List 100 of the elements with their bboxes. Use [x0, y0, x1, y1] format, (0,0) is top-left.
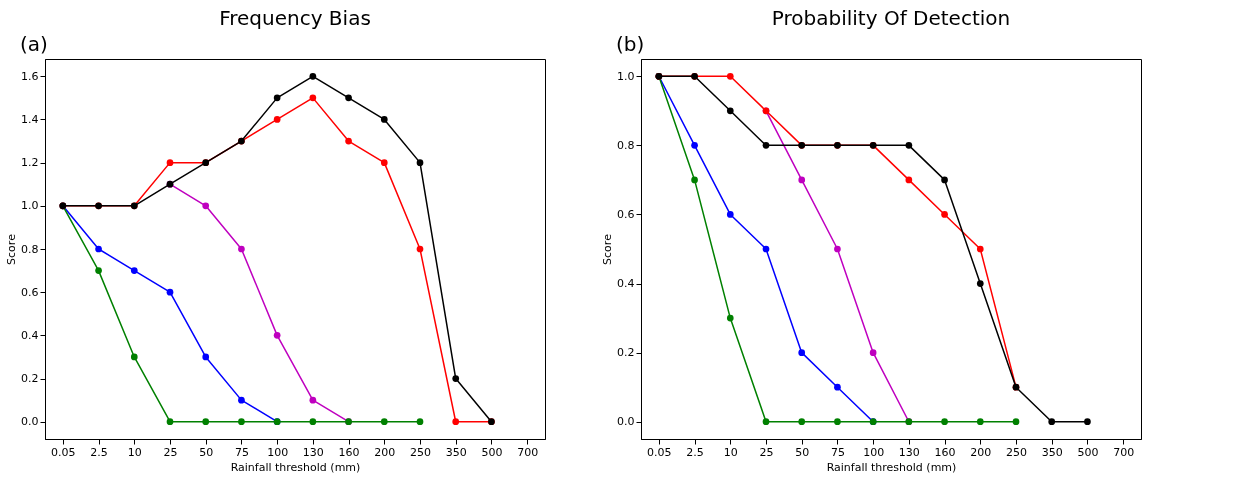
- x-tick-label: 100: [267, 445, 289, 459]
- y-tick-label: 0.6: [617, 207, 635, 221]
- y-tick-label: 1.0: [617, 69, 635, 83]
- point: [202, 418, 210, 426]
- point: [166, 418, 174, 426]
- point: [905, 176, 913, 184]
- point: [941, 176, 948, 184]
- x-tick-label: 75: [830, 445, 845, 459]
- point: [762, 418, 770, 426]
- x-tick-label: 10: [723, 445, 738, 459]
- x-tick-label: 160: [934, 445, 956, 459]
- x-tick-label: 0.05: [647, 445, 672, 459]
- y-tick-label: 1.2: [21, 156, 39, 170]
- point: [238, 396, 245, 404]
- point: [834, 383, 841, 391]
- point: [691, 176, 698, 184]
- point: [309, 418, 317, 426]
- point: [869, 349, 877, 356]
- x-tick-label: 700: [517, 445, 539, 459]
- y-tick-label: 0.4: [21, 328, 39, 342]
- point: [726, 72, 734, 80]
- point: [345, 137, 352, 145]
- x-axis-title: Rainfall threshold (mm): [230, 460, 361, 474]
- x-tick-label: 130: [302, 445, 324, 459]
- point: [452, 418, 460, 426]
- x-tick-label: 50: [199, 445, 214, 459]
- y-tick-label: 1.6: [21, 69, 39, 83]
- point: [1012, 418, 1020, 426]
- y-tick-label: 1.0: [21, 199, 39, 213]
- y-tick-label: 0.4: [617, 277, 635, 291]
- point: [166, 159, 174, 166]
- point: [202, 353, 210, 361]
- x-tick-label: 350: [1041, 445, 1063, 459]
- point: [238, 418, 245, 426]
- point: [726, 107, 734, 115]
- x-tick-label: 25: [759, 445, 774, 459]
- x-tick-label: 250: [1006, 445, 1027, 459]
- x-tick-label: 250: [410, 445, 431, 459]
- point: [691, 142, 698, 149]
- point: [130, 353, 138, 361]
- point: [416, 159, 424, 166]
- text: (a): [20, 32, 48, 56]
- point: [309, 72, 317, 80]
- point: [309, 94, 317, 102]
- point: [452, 375, 460, 382]
- x-tick-label: 130: [898, 445, 920, 459]
- y-axis-title: Score: [5, 233, 19, 265]
- y-tick-label: 0.6: [21, 285, 39, 299]
- point: [345, 94, 352, 102]
- point: [762, 245, 770, 253]
- y-tick-label: 0.2: [21, 372, 39, 386]
- x-tick-label: 350: [445, 445, 467, 459]
- point: [1048, 418, 1056, 426]
- point: [1084, 418, 1091, 426]
- x-tick-label: 0.05: [51, 445, 76, 459]
- chart-title: Probability Of Detection: [771, 6, 1011, 30]
- x-axis-title: Rainfall threshold (mm): [826, 460, 957, 474]
- point: [416, 245, 424, 253]
- point: [834, 245, 841, 253]
- point: [941, 211, 948, 218]
- x-tick-label: 500: [1077, 445, 1099, 459]
- point: [905, 142, 913, 149]
- x-tick-label: 75: [234, 445, 249, 459]
- point: [416, 418, 424, 426]
- x-tick-label: 200: [374, 445, 396, 459]
- point: [798, 418, 806, 426]
- x-tick-label: 200: [970, 445, 992, 459]
- point: [834, 418, 841, 426]
- x-tick-label: 10: [127, 445, 142, 459]
- point: [976, 245, 984, 253]
- point: [380, 418, 388, 426]
- point: [798, 349, 806, 356]
- point: [95, 245, 102, 253]
- chart-title: Frequency Bias: [219, 6, 371, 30]
- x-tick-label: 50: [795, 445, 810, 459]
- point: [130, 267, 138, 274]
- point: [273, 94, 281, 102]
- point: [798, 176, 806, 184]
- x-tick-label: 25: [163, 445, 178, 459]
- point: [976, 280, 984, 287]
- point: [166, 288, 174, 296]
- x-tick-label: 100: [863, 445, 885, 459]
- point: [309, 396, 317, 404]
- point: [273, 116, 281, 123]
- y-tick-label: 0.8: [617, 138, 635, 152]
- x-tick-label: 160: [338, 445, 360, 459]
- y-tick-label: 0.2: [617, 346, 635, 360]
- text: (b): [616, 32, 645, 56]
- point: [380, 116, 388, 123]
- y-tick-label: 0.0: [21, 415, 39, 429]
- point: [202, 202, 210, 210]
- y-tick-label: 1.4: [21, 112, 39, 126]
- x-tick-label: 700: [1113, 445, 1135, 459]
- point: [976, 418, 984, 426]
- y-tick-label: 0.8: [21, 242, 39, 256]
- y-axis-title: Score: [601, 233, 615, 265]
- x-tick-label: 500: [481, 445, 503, 459]
- point: [95, 267, 102, 274]
- point: [726, 314, 734, 322]
- point: [238, 245, 245, 253]
